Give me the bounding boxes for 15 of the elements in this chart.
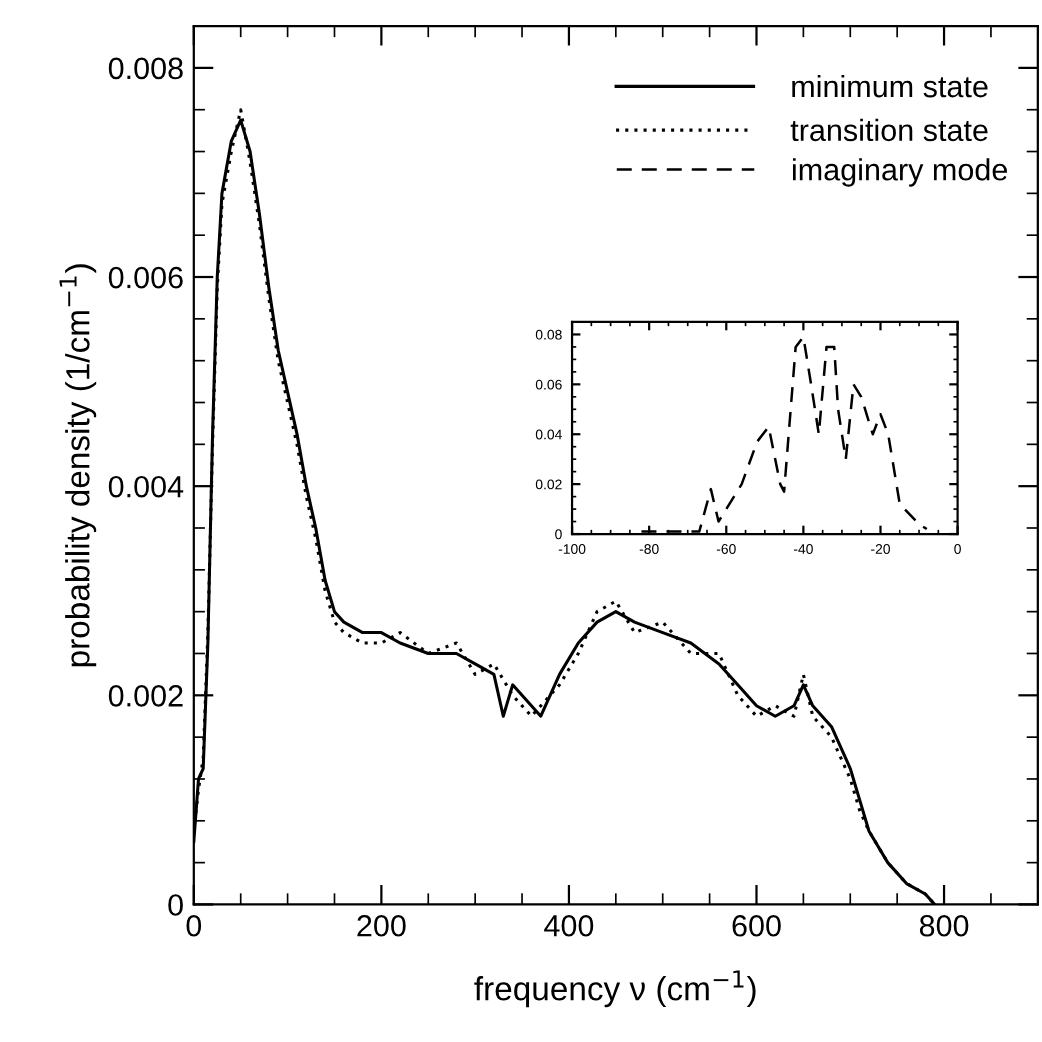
x-tick-label: 400: [544, 914, 594, 937]
legend-label: minimum state: [792, 74, 988, 98]
y-tick-label: 0.004: [108, 475, 184, 498]
x-tick-label: 800: [919, 914, 969, 937]
x-tick-label: 0: [186, 914, 202, 937]
x-tick-label: 200: [357, 914, 406, 937]
y-tick-label: 0.008: [108, 57, 183, 80]
legend-label: transition state: [790, 118, 988, 142]
x-axis-title: frequency ν (cm$^{−1}$): [474, 970, 756, 1008]
x-tick-label: 600: [732, 914, 781, 937]
y-tick-label: 0.006: [108, 266, 183, 289]
y-tick-label: 0: [168, 894, 183, 916]
y-axis-title: probability density (1/cm$^{−1}$): [59, 264, 97, 667]
y-tick-label: 0.002: [108, 685, 183, 707]
legend-label: imaginary mode: [792, 158, 1007, 187]
